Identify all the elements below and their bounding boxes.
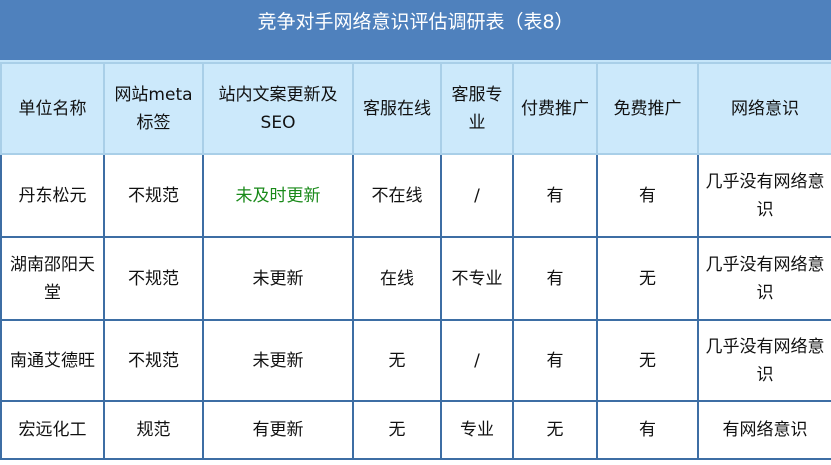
cell: 有 [512,319,598,402]
cell: 有 [512,236,598,321]
cell: 无 [596,319,699,402]
cell: 规范 [103,400,204,460]
cell: 不规范 [103,319,204,402]
table-row: 南通艾德旺 不规范 未更新无 / 有无几乎没有网络意识 [0,319,831,402]
cell: 不专业 [440,236,514,321]
header-cell: 单位名称 [0,62,105,155]
header-cell: 网站meta标签 [103,62,204,155]
cell: 有更新 [202,400,354,460]
cell: 未及时更新 [202,153,354,238]
header-cell: 站内文案更新及SEO [202,62,354,155]
cell: 几乎没有网络意识 [697,319,831,402]
cell: 未更新 [202,236,354,321]
cell: / [440,319,514,402]
cell: 无 [352,319,442,402]
cell: / [440,153,514,238]
cell: 无 [352,400,442,460]
cell: 专业 [440,400,514,460]
cell: 几乎没有网络意识 [697,236,831,321]
cell: 不在线 [352,153,442,238]
competitor-table: 单位名称 网站meta标签 站内文案更新及SEO 客服在线 客服专业 付费推广 … [0,62,831,460]
header-cell: 付费推广 [512,62,598,155]
table-row: 湖南邵阳天堂 不规范 未更新 在线 不专业有无几乎没有网络意识 [0,236,831,321]
cell: 有 [596,400,699,460]
header-cell: 客服专业 [440,62,514,155]
cell: 不规范 [103,153,204,238]
table-row: 丹东松元 不规范 未及时更新 不在线 / 有有几乎没有网络意识 [0,153,831,238]
cell: 不规范 [103,236,204,321]
header-cell: 网络意识 [697,62,831,155]
cell: 湖南邵阳天堂 [0,236,105,321]
cell: 有 [596,153,699,238]
cell: 宏远化工 [0,400,105,460]
header-cell: 免费推广 [596,62,699,155]
table-row: 宏远化工 规范 有更新无专业无有有网络意识 [0,400,831,460]
cell: 无 [596,236,699,321]
cell: 有 [512,153,598,238]
cell: 南通艾德旺 [0,319,105,402]
table-title: 竞争对手网络意识评估调研表（表8） [0,0,831,62]
cell: 无 [512,400,598,460]
cell: 几乎没有网络意识 [697,153,831,238]
cell: 丹东松元 [0,153,105,238]
cell: 未更新 [202,319,354,402]
header-cell: 客服在线 [352,62,442,155]
cell: 有网络意识 [697,400,831,460]
cell: 在线 [352,236,442,321]
header-row: 单位名称 网站meta标签 站内文案更新及SEO 客服在线 客服专业 付费推广 … [0,62,831,155]
